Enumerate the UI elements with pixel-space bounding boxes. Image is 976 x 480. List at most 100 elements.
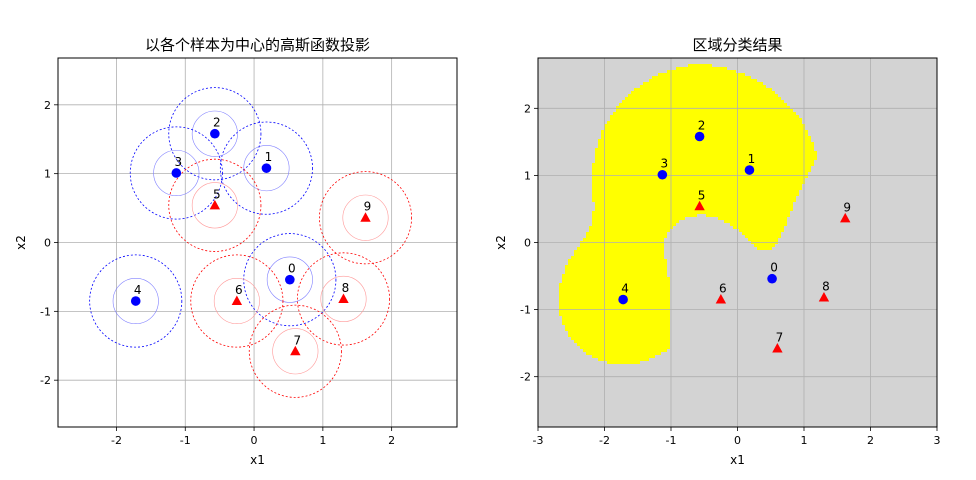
gaussian-inner-circle-2 (191, 110, 238, 157)
right-y-axis-label: x2 (494, 235, 508, 250)
region-cell (613, 112, 796, 115)
region-cell (562, 274, 667, 277)
region-cell (592, 223, 676, 226)
right-point-2 (694, 131, 705, 142)
region-cell (595, 157, 817, 160)
region-cell (739, 229, 784, 232)
region-cell (658, 73, 745, 76)
region-cell (616, 106, 790, 109)
gaussian-outer-circle-6 (190, 254, 284, 348)
gaussian-outer-circle-7 (248, 304, 342, 398)
left-chart-title: 以各个样本为中心的高斯函数投影 (145, 36, 370, 54)
region-cell (592, 199, 796, 202)
region-cell (595, 154, 817, 157)
left-point-3 (171, 168, 182, 178)
region-cell (601, 136, 811, 139)
region-cell (589, 229, 670, 232)
region-cell (577, 247, 664, 250)
right-x-tick-label: 2 (867, 434, 874, 447)
region-cell (742, 232, 781, 235)
region-cell (598, 145, 814, 148)
region-cell (652, 76, 751, 79)
region-cell (649, 79, 757, 82)
region-cell (724, 220, 787, 223)
gaussian-inner-circle-7 (272, 328, 319, 375)
region-cell (595, 151, 817, 154)
region-cell (610, 115, 799, 118)
right-point-label-9: 9 (843, 200, 851, 214)
region-cell (592, 178, 805, 181)
right-point-label-8: 8 (822, 280, 830, 294)
right-x-tick-label: 1 (801, 434, 808, 447)
gaussian-inner-circle-6 (213, 277, 260, 325)
left-point-6 (231, 295, 243, 306)
gaussian-outer-circle-1 (219, 121, 313, 215)
left-point-label-9: 9 (364, 200, 372, 214)
right-point-7 (772, 343, 783, 353)
region-cell (565, 268, 667, 271)
region-cell (565, 328, 670, 331)
right-point-label-1: 1 (748, 152, 756, 166)
gaussian-outer-circle-0 (243, 233, 337, 327)
right-classification-region (559, 64, 817, 364)
region-cell (592, 190, 799, 193)
left-grid (58, 58, 457, 427)
region-cell (565, 271, 667, 274)
right-ticks: -3 -2 -1 0 1 2 3 -2 -1 0 1 2 (520, 102, 940, 447)
region-cell (628, 94, 778, 97)
gaussian-outer-circle-3 (129, 126, 223, 220)
left-chart: 以各个样本为中心的高斯函数投影 0 1 2 3 4 5 6 7 8 9 -2 -1 0 1 2 -2 -1 0 1… (14, 36, 458, 467)
right-y-tick-label: -2 (520, 371, 531, 384)
region-cell (733, 226, 784, 229)
region-cell (601, 130, 808, 133)
region-cell (592, 220, 679, 223)
right-point-8 (818, 292, 830, 302)
right-point-0 (767, 273, 777, 284)
region-cell (559, 301, 670, 304)
region-cell (634, 88, 772, 91)
region-cell (604, 127, 805, 130)
region-cell (559, 307, 670, 310)
region-cell (586, 352, 661, 355)
left-point-5 (209, 199, 221, 210)
region-cell (643, 82, 763, 85)
region-cell (559, 304, 670, 307)
region-cell (559, 286, 670, 289)
region-cell (595, 208, 793, 211)
right-chart: 区域分类结果 0 1 2 3 4 5 6 7 8 9 -3 -2 -1 0 1 2 3 -2 -1 0 1 2 x1 x… (494, 36, 941, 467)
region-cell (595, 202, 793, 205)
gaussian-inner-circle-9 (342, 194, 389, 241)
region-cell (592, 172, 808, 175)
gaussian-inner-circle-3 (153, 149, 200, 196)
gaussian-inner-circle-0 (266, 256, 313, 303)
right-x-tick-label: -2 (599, 434, 610, 447)
region-cell (562, 316, 670, 319)
region-cell (562, 280, 670, 283)
region-cell (568, 262, 667, 265)
left-x-tick-label: -2 (111, 434, 122, 447)
gaussian-outer-circle-8 (297, 252, 390, 346)
region-cell (631, 91, 775, 94)
region-cell (592, 166, 811, 169)
left-point-label-5: 5 (213, 187, 221, 201)
left-x-tick-label: -1 (180, 434, 191, 447)
region-cell (667, 70, 736, 73)
left-point-8 (338, 293, 349, 303)
left-point-label-8: 8 (342, 281, 350, 295)
left-point-9 (360, 212, 371, 222)
right-point-label-2: 2 (698, 118, 706, 132)
right-point-6 (715, 294, 727, 304)
region-cell (592, 355, 655, 358)
region-cell (625, 97, 781, 100)
region-cell (592, 175, 808, 178)
region-cell (592, 217, 685, 220)
right-point-3 (657, 169, 668, 180)
left-y-axis-label: x2 (14, 235, 28, 250)
region-cell (568, 259, 667, 262)
region-cell (586, 232, 667, 235)
right-x-axis-label: x1 (730, 453, 745, 467)
left-y-tick-label: -2 (40, 374, 51, 387)
right-x-tick-label: 3 (934, 434, 941, 447)
left-point-4 (130, 296, 141, 306)
region-cell (568, 331, 670, 334)
